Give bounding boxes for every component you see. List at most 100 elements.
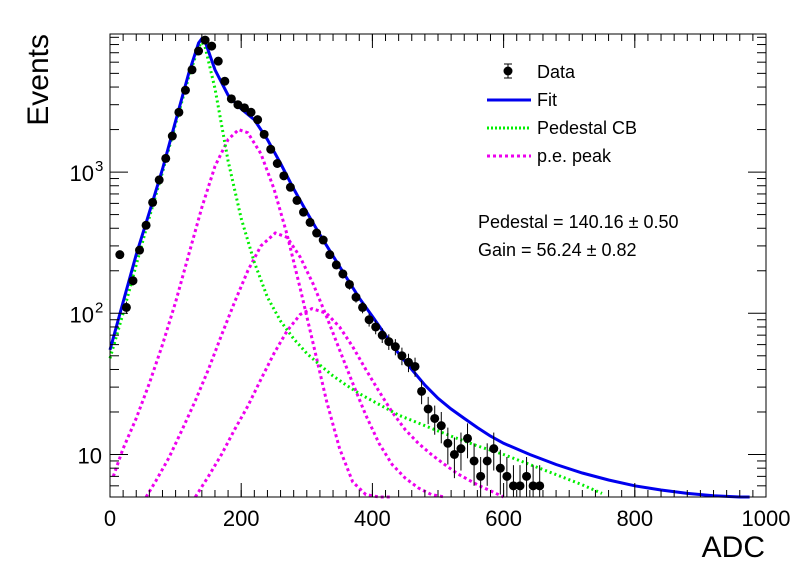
data-marker bbox=[443, 438, 453, 448]
data-marker bbox=[449, 449, 459, 459]
y-tick-label: 10 2 bbox=[70, 299, 104, 327]
x-tick-label: 800 bbox=[616, 506, 653, 531]
data-point bbox=[377, 328, 387, 343]
data-point bbox=[299, 207, 309, 217]
data-marker bbox=[397, 351, 407, 361]
data-point bbox=[508, 465, 518, 497]
y-tick-base: 10 bbox=[78, 443, 102, 468]
data-point bbox=[213, 56, 223, 66]
data-marker bbox=[272, 158, 282, 168]
data-point bbox=[325, 250, 335, 260]
pe-peak-curve-2 bbox=[144, 231, 445, 499]
legend-label-fit: Fit bbox=[537, 90, 557, 110]
x-axis-title: ADC bbox=[702, 531, 765, 564]
data-marker bbox=[338, 269, 348, 279]
annotation-gain: Gain = 56.24 ± 0.82 bbox=[478, 240, 637, 260]
legend-label-pedestal: Pedestal CB bbox=[537, 118, 637, 138]
data-marker bbox=[508, 481, 518, 491]
data-marker bbox=[344, 279, 354, 289]
data-point bbox=[115, 250, 125, 260]
data-point bbox=[397, 347, 407, 366]
data-point bbox=[266, 144, 276, 154]
annotation-pedestal: Pedestal = 140.16 ± 0.50 bbox=[478, 212, 679, 232]
x-tick-label: 400 bbox=[354, 506, 391, 531]
data-marker bbox=[410, 361, 420, 371]
data-point bbox=[135, 245, 145, 255]
data-marker bbox=[292, 195, 302, 205]
data-point bbox=[121, 301, 131, 314]
data-marker bbox=[253, 115, 263, 125]
data-point bbox=[522, 456, 532, 497]
x-tick-label: 0 bbox=[104, 506, 116, 531]
legend-entry-pe-peak: p.e. peak bbox=[487, 146, 612, 166]
data-point bbox=[167, 131, 177, 141]
data-point bbox=[456, 432, 466, 471]
x-tick-label: 200 bbox=[223, 506, 260, 531]
legend-entry-pedestal: Pedestal CB bbox=[487, 118, 637, 138]
data-marker bbox=[318, 235, 328, 245]
data-marker bbox=[312, 228, 322, 238]
data-marker bbox=[358, 302, 368, 312]
data-point bbox=[535, 465, 545, 497]
data-marker bbox=[476, 471, 486, 481]
data-point bbox=[253, 115, 263, 125]
data-marker bbox=[220, 76, 230, 86]
data-point bbox=[528, 465, 538, 497]
data-point bbox=[344, 279, 354, 290]
y-tick-exponent: 2 bbox=[95, 299, 103, 316]
data-marker bbox=[502, 471, 512, 481]
data-point bbox=[449, 437, 459, 479]
data-marker bbox=[259, 129, 269, 139]
data-marker bbox=[436, 421, 446, 431]
data-point bbox=[331, 260, 341, 270]
data-points-layer bbox=[115, 35, 545, 497]
data-point bbox=[194, 46, 204, 56]
data-marker bbox=[279, 171, 289, 181]
data-marker bbox=[403, 357, 413, 367]
legend-data-marker bbox=[503, 66, 513, 76]
data-point bbox=[200, 35, 210, 45]
data-point bbox=[476, 456, 486, 497]
y-tick-base: 10 bbox=[70, 302, 94, 327]
data-point bbox=[305, 217, 315, 227]
data-marker bbox=[331, 260, 341, 270]
data-marker bbox=[469, 456, 479, 466]
x-tick-label: 1000 bbox=[742, 506, 791, 531]
data-point bbox=[410, 357, 420, 377]
data-point bbox=[226, 94, 236, 104]
data-marker bbox=[390, 342, 400, 352]
data-marker bbox=[384, 337, 394, 347]
data-marker bbox=[194, 46, 204, 56]
data-marker bbox=[430, 413, 440, 423]
data-point bbox=[128, 276, 138, 286]
data-marker bbox=[187, 65, 197, 75]
data-point bbox=[495, 449, 505, 495]
data-point bbox=[358, 302, 368, 314]
data-marker bbox=[285, 182, 295, 192]
legend-entry-fit: Fit bbox=[487, 90, 557, 110]
data-point bbox=[502, 456, 512, 497]
data-marker bbox=[371, 322, 381, 332]
data-marker bbox=[423, 404, 433, 414]
data-marker bbox=[325, 250, 335, 260]
data-point bbox=[246, 107, 256, 117]
legend-label-pe-peak: p.e. peak bbox=[537, 146, 612, 166]
pe-peak-curve-3 bbox=[194, 306, 505, 499]
y-tick-base: 10 bbox=[70, 161, 94, 186]
data-point bbox=[364, 313, 374, 327]
data-point bbox=[207, 41, 217, 51]
data-point bbox=[384, 334, 394, 350]
data-point bbox=[239, 103, 249, 113]
data-point bbox=[436, 411, 446, 444]
data-point bbox=[443, 427, 453, 465]
y-axis-title: Events bbox=[22, 34, 55, 126]
data-point bbox=[141, 220, 151, 230]
data-marker bbox=[351, 292, 361, 302]
data-marker bbox=[299, 207, 309, 217]
data-point bbox=[272, 158, 282, 168]
data-marker bbox=[128, 276, 138, 286]
data-point bbox=[351, 292, 361, 303]
data-marker bbox=[154, 175, 164, 185]
